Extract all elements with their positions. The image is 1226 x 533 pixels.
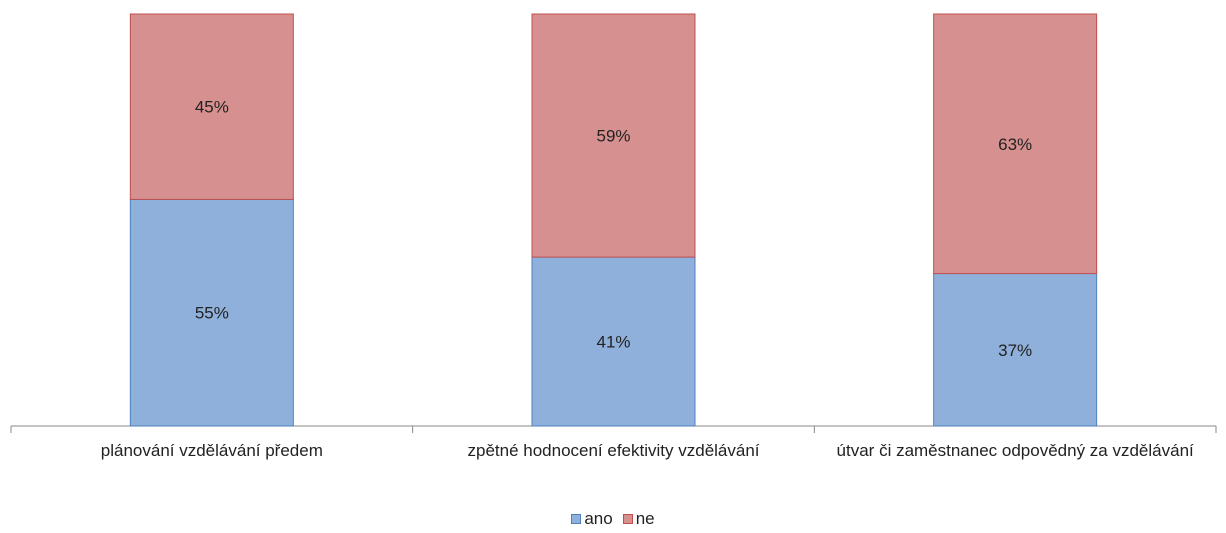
legend-label-ne: ne — [635, 509, 655, 528]
bar-ano-0 — [129, 198, 294, 427]
bar-ne-1 — [531, 13, 696, 258]
data-label-ano-0: 55% — [195, 304, 229, 323]
bar-ano-2 — [933, 273, 1098, 427]
legend: ano ne — [0, 509, 1226, 529]
data-label-ano-2: 37% — [998, 341, 1032, 360]
data-label-ano-1: 41% — [596, 333, 630, 352]
bar-ano-1 — [531, 256, 696, 427]
bar-ne-2 — [933, 13, 1098, 275]
category-label-zpetne-hodnoceni: zpětné hodnocení efektivity vzdělávání — [467, 441, 760, 460]
legend-item-ne: ne — [622, 509, 655, 529]
bar-ne-0 — [129, 13, 294, 200]
legend-item-ano: ano — [571, 509, 613, 529]
legend-label-ano: ano — [584, 509, 613, 528]
category-label-utvar: útvar či zaměstnanec odpovědný za vzdělá… — [836, 441, 1194, 460]
data-label-ne-0: 45% — [195, 98, 229, 117]
data-label-ne-1: 59% — [596, 127, 630, 146]
category-label-planovani: plánování vzdělávání předem — [100, 441, 323, 460]
legend-swatch-ne — [622, 514, 633, 524]
legend-swatch-ano — [571, 514, 582, 524]
data-label-ne-2: 63% — [998, 135, 1032, 154]
